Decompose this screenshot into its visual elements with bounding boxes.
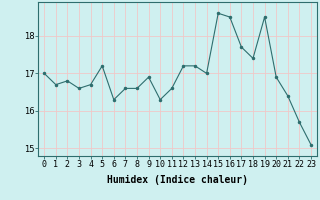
X-axis label: Humidex (Indice chaleur): Humidex (Indice chaleur) [107,175,248,185]
